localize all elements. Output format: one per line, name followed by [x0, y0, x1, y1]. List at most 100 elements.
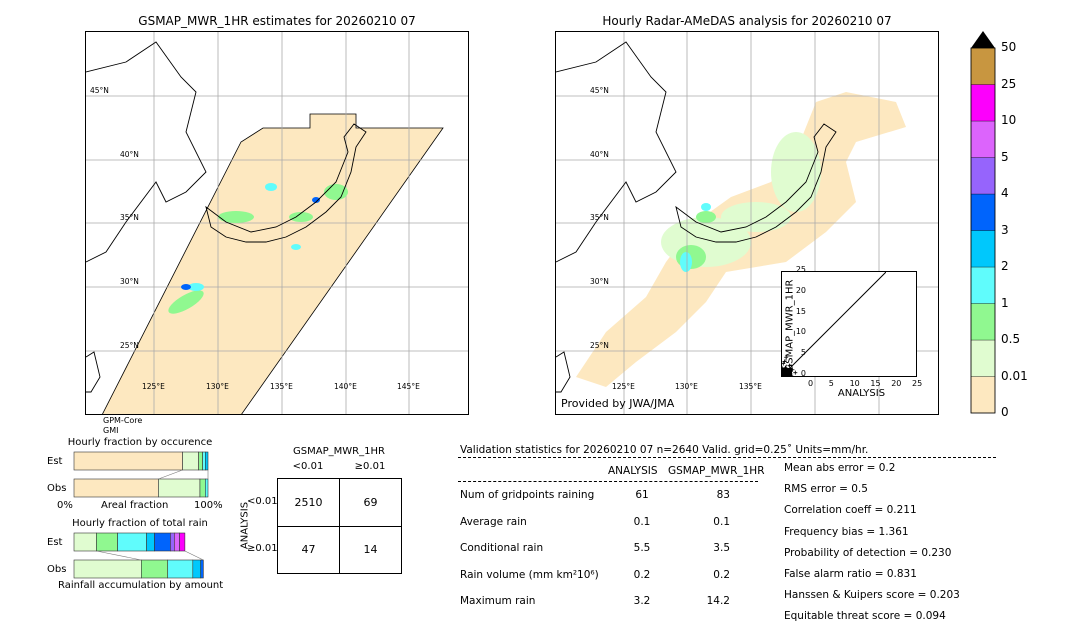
coastline-japan: [205, 123, 367, 243]
bar-segment: [73, 478, 159, 498]
lat-label: 40°N: [590, 150, 609, 159]
colorbar-segment: [970, 193, 996, 231]
stat-a: 0.2: [633, 568, 651, 581]
score-line: Mean abs error = 0.2: [784, 462, 896, 474]
colorbar-tick: 2: [1001, 259, 1009, 273]
scatter-xtick: 20: [891, 379, 902, 388]
lat-label: 25°N: [120, 341, 139, 350]
scatter-plot: [781, 271, 917, 377]
scatter-point: [784, 355, 789, 360]
scatter-point: [793, 370, 798, 375]
bar-segment: [182, 451, 199, 471]
cell: 14: [363, 543, 378, 556]
bar-segment: [167, 559, 194, 579]
stat-b: 0.2: [713, 568, 730, 581]
scatter-point: [782, 359, 787, 364]
lon-label: 135°E: [270, 382, 293, 391]
scatter-ytick: 25: [795, 265, 806, 274]
lat-label: 30°N: [120, 277, 139, 286]
rain-xlabel: Rainfall accumulation by amount: [58, 580, 224, 591]
left-map-title: GSMAP_MWR_1HR estimates for 20260210 07: [138, 14, 416, 28]
tick-0pct: 0%: [57, 500, 73, 511]
colorbar-segment: [970, 376, 996, 414]
bar-segment: [202, 451, 206, 471]
colorbar-segment: [970, 339, 996, 377]
rain-bars: [73, 532, 204, 579]
contingency-table: 2510 69 47 14: [277, 478, 402, 574]
scatter-ytick: 5: [800, 348, 806, 358]
score-line: Probability of detection = 0.230: [784, 546, 952, 559]
stat-label: Rain volume (mm km²10⁶): [460, 568, 599, 581]
score-line: Frequency bias = 1.361: [784, 525, 909, 538]
lon-label: 130°E: [675, 382, 698, 391]
lat-label: 40°N: [120, 150, 139, 159]
colorbar-tick: 3: [1001, 222, 1009, 237]
rain-est-label: Est: [47, 537, 63, 548]
bar-segment: [73, 532, 97, 552]
scatter-cluster: [782, 368, 792, 376]
colorbar-tick: 10: [1001, 113, 1017, 127]
score-line: False alarm ratio = 0.831: [784, 568, 917, 580]
stat-b: 3.5: [713, 542, 730, 554]
colorbar-tick: 4: [1001, 186, 1009, 200]
stat-b: 0.1: [713, 515, 730, 528]
lon-label: 145°E: [397, 382, 420, 391]
bar-segment: [192, 559, 202, 579]
colorbar-tick: 5: [1001, 149, 1009, 164]
lat-label: 35°N: [590, 213, 609, 222]
occurrence-bars: [73, 451, 209, 498]
bar-segment: [158, 478, 201, 498]
bar-segment: [179, 532, 186, 552]
colorbar-segment: [970, 47, 996, 85]
swath: [102, 113, 444, 414]
rain-title: Hourly fraction of total rain: [72, 518, 208, 529]
bar-segment: [141, 559, 169, 579]
lat-label: 45°N: [90, 86, 109, 95]
diagonal-line: [782, 272, 886, 376]
score-line: Correlation coeff = 0.211: [784, 504, 917, 517]
connector: [158, 469, 183, 480]
colorbar: [970, 31, 996, 414]
stat-label: Num of gridpoints raining: [460, 489, 595, 501]
sensor-label: GMI: [103, 426, 119, 435]
bar-segment: [146, 532, 155, 552]
cell: 69: [363, 496, 378, 509]
stat-label: Conditional rain: [460, 542, 544, 554]
scatter-xtick: 5: [828, 379, 834, 388]
lon-label: 125°E: [612, 382, 635, 391]
lon-label: 125°E: [142, 382, 165, 391]
bar-segment: [96, 532, 118, 552]
colorbar-tick: 50: [1001, 40, 1017, 54]
scatter-xtick: 25: [912, 379, 923, 388]
scatter-point: [782, 361, 786, 366]
stat-label: Maximum rain: [460, 595, 536, 607]
colorbar-segment: [970, 266, 996, 304]
colorbar-tick: 25: [1001, 76, 1017, 91]
right-map: 45°N 40°N 35°N 30°N 25°N 125°E 130°E 135…: [555, 31, 939, 415]
col-label: <0.01: [292, 461, 324, 472]
bar-segment: [174, 532, 180, 552]
colorbar-tick: 0.5: [1001, 332, 1021, 346]
bar-segment: [205, 451, 209, 471]
sensor-label: GPM-Core: [103, 416, 143, 425]
col-analysis: ANALYSIS: [608, 465, 658, 477]
stat-label: Average rain: [460, 515, 527, 528]
stats-header: Validation statistics for 20260210 07 n=…: [460, 444, 869, 456]
stat-a: 0.1: [633, 515, 651, 528]
cell: 2510: [294, 496, 323, 509]
coastline-asia: [86, 41, 207, 263]
colorbar-tick: 1: [1001, 295, 1009, 310]
colorbar-tick: 0.01: [1001, 368, 1028, 383]
left-map-canvas: [86, 32, 468, 414]
lat-label: 45°N: [590, 86, 609, 95]
score-line: Equitable threat score = 0.094: [784, 610, 946, 622]
lon-label: 140°E: [334, 382, 357, 391]
bar-segment: [200, 559, 204, 579]
scatter-point: [787, 363, 792, 368]
lat-label: 35°N: [120, 213, 139, 222]
occurrence-xlabel: Areal fraction: [101, 500, 169, 511]
col-label: ≥0.01: [354, 461, 386, 472]
cell: 47: [301, 543, 316, 556]
bar-segment: [154, 532, 171, 552]
lon-label: 130°E: [206, 382, 229, 391]
